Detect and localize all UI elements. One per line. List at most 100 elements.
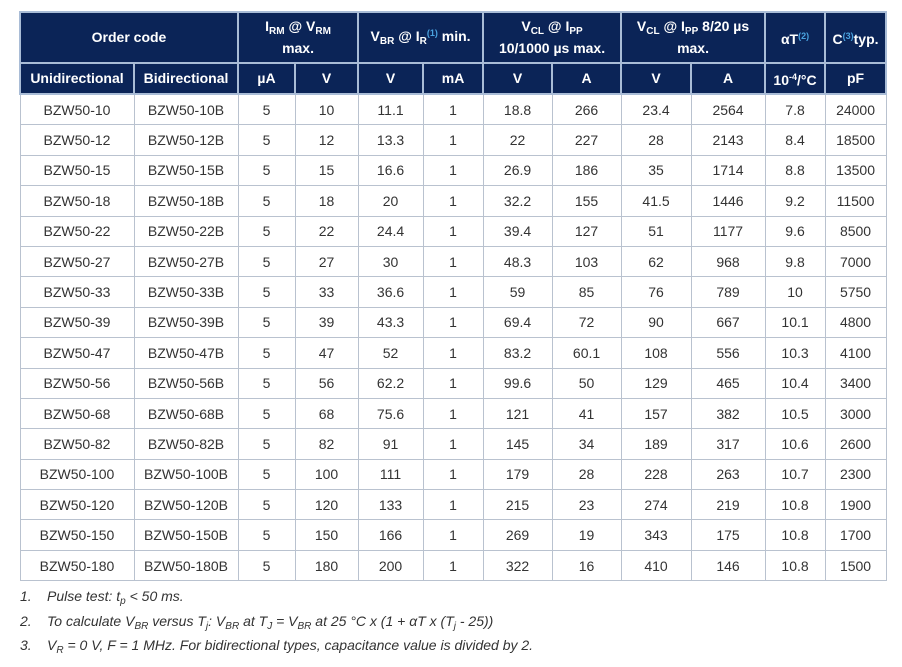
table-cell: 111 xyxy=(357,458,424,491)
table-cell: 120 xyxy=(294,489,359,521)
table-cell: 157 xyxy=(620,397,692,430)
table-cell: 5 xyxy=(237,93,296,126)
table-cell: 10.7 xyxy=(764,458,826,491)
table-cell: 12 xyxy=(294,124,359,156)
table-cell: BZW50-22 xyxy=(19,215,135,247)
table-cell: 322 xyxy=(482,549,553,582)
table-cell: 5 xyxy=(237,428,296,460)
footnote-text: To calculate VBR versus Tj: VBR at TJ = … xyxy=(47,612,494,632)
table-cell: 5 xyxy=(237,337,296,369)
footnote-number: 3. xyxy=(20,637,32,653)
table-cell: 52 xyxy=(357,337,424,369)
table-cell: 76 xyxy=(620,276,692,308)
table-cell: BZW50-33B xyxy=(133,276,239,308)
table-cell: 219 xyxy=(690,489,766,521)
table-cell: 5 xyxy=(237,397,296,430)
table-cell: 19 xyxy=(551,519,622,551)
table-cell: 10.5 xyxy=(764,397,826,430)
table-cell: 3000 xyxy=(824,397,887,430)
table-row: BZW50-100 BZW50-100B 5 100 111 1 179 28 228 263 10… xyxy=(19,458,887,491)
unit-header: Bidirectional xyxy=(132,62,240,95)
table-cell: 5 xyxy=(237,306,296,339)
table-cell: 667 xyxy=(690,306,766,339)
table-cell: 5 xyxy=(237,245,296,278)
unit-header: V xyxy=(482,62,554,95)
electrical-characteristics-table: Order code IRM @ VRM max. VBR @ IR(1) min. V… xyxy=(18,11,888,582)
table-row: BZW50-18 BZW50-18B 5 18 20 1 32.2 155 41.5 1446 9.… xyxy=(19,185,887,217)
table-cell: 39.4 xyxy=(482,215,553,247)
table-cell: 1 xyxy=(422,306,484,339)
unit-header: V xyxy=(357,62,425,95)
table-cell: BZW50-82B xyxy=(133,428,239,460)
table-row: BZW50-33 BZW50-33B 5 33 36.6 1 59 85 76 789 10 5750 xyxy=(19,276,887,308)
table-cell: 69.4 xyxy=(482,306,553,339)
table-cell: 1700 xyxy=(824,519,887,551)
table-cell: 103 xyxy=(551,245,622,278)
table-cell: 8500 xyxy=(824,215,887,247)
table-cell: BZW50-150 xyxy=(19,519,135,551)
table-cell: BZW50-82 xyxy=(19,428,135,460)
table-cell: 150 xyxy=(294,519,359,551)
table-cell: 4800 xyxy=(824,306,887,339)
table-cell: 5750 xyxy=(824,276,887,308)
table-cell: 2600 xyxy=(824,428,887,460)
table-cell: BZW50-68 xyxy=(19,397,135,430)
table-cell: 85 xyxy=(551,276,622,308)
table-cell: 43.3 xyxy=(357,306,424,339)
table-cell: BZW50-18 xyxy=(19,185,135,217)
table-row: BZW50-15 BZW50-15B 5 15 16.6 1 26.9 186 35 1714 8.… xyxy=(19,154,887,187)
table-cell: BZW50-180 xyxy=(19,549,135,582)
table-cell: 166 xyxy=(357,519,424,551)
table-cell: 8.4 xyxy=(764,124,826,156)
table-cell: 1 xyxy=(422,549,484,582)
table-cell: 18.8 xyxy=(482,93,553,126)
table-cell: 10 xyxy=(294,93,359,126)
table-cell: 23 xyxy=(551,489,622,521)
column-header-capacitance: C(3)typ. xyxy=(824,11,888,64)
table-cell: 343 xyxy=(620,519,692,551)
unit-header: V xyxy=(620,62,693,95)
table-cell: 10.8 xyxy=(764,549,826,582)
table-cell: 1177 xyxy=(690,215,766,247)
table-row: BZW50-82 BZW50-82B 5 82 91 1 145 34 189 317 10.6 26… xyxy=(19,428,887,460)
table-row: BZW50-12 BZW50-12B 5 12 13.3 1 22 227 28 2143 8.4 1… xyxy=(19,124,887,156)
table-cell: 5 xyxy=(237,185,296,217)
table-row: BZW50-180 BZW50-180B 5 180 200 1 322 16 410 146 10… xyxy=(19,549,887,582)
table-cell: 32.2 xyxy=(482,185,553,217)
table-cell: BZW50-120B xyxy=(133,489,239,521)
table-cell: 1 xyxy=(422,489,484,521)
unit-header: mA xyxy=(422,62,485,95)
table-cell: 1 xyxy=(422,276,484,308)
table-cell: 9.6 xyxy=(764,215,826,247)
unit-header: µA xyxy=(237,62,297,95)
table-cell: 129 xyxy=(620,367,692,399)
unit-header: V xyxy=(294,62,360,95)
table-cell: BZW50-12B xyxy=(133,124,239,156)
table-cell: 59 xyxy=(482,276,553,308)
table-cell: 11500 xyxy=(824,185,887,217)
table-cell: 48.3 xyxy=(482,245,553,278)
table-cell: 5 xyxy=(237,458,296,491)
footnote: 3. VR = 0 V, F = 1 MHz. For bidirectional… xyxy=(20,637,533,662)
table-cell: 1 xyxy=(422,367,484,399)
table-cell: 28 xyxy=(620,124,692,156)
table-cell: 269 xyxy=(482,519,553,551)
table-cell: 1 xyxy=(422,458,484,491)
table-cell: BZW50-56B xyxy=(133,367,239,399)
table-cell: 263 xyxy=(690,458,766,491)
table-cell: 82 xyxy=(294,428,359,460)
table-cell: BZW50-100 xyxy=(19,458,135,491)
table-cell: BZW50-27B xyxy=(133,245,239,278)
table-cell: 22 xyxy=(482,124,553,156)
table-cell: 2300 xyxy=(824,458,887,491)
table-cell: 145 xyxy=(482,428,553,460)
table-cell: 5 xyxy=(237,367,296,399)
table-cell: 20 xyxy=(357,185,424,217)
table-cell: 24000 xyxy=(824,93,887,126)
unit-header: A xyxy=(690,62,767,95)
table-cell: 968 xyxy=(690,245,766,278)
header-row-parameters: Order code IRM @ VRM max. VBR @ IR(1) min. V… xyxy=(18,11,888,64)
table-cell: 1 xyxy=(422,185,484,217)
table-cell: 1 xyxy=(422,93,484,126)
